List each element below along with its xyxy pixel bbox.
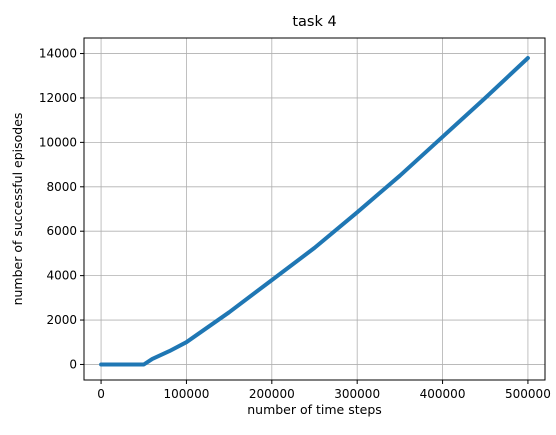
y-tick-label: 2000 (46, 313, 77, 327)
y-tick-label: 4000 (46, 269, 77, 283)
chart-title: task 4 (292, 14, 336, 30)
x-tick-label: 200000 (249, 387, 295, 401)
series-line (99, 56, 530, 367)
y-tick-label: 10000 (39, 135, 77, 149)
x-axis-label: number of time steps (247, 402, 382, 417)
y-tick-label: 14000 (39, 47, 77, 61)
y-tick-label: 6000 (46, 224, 77, 238)
x-tick-label: 0 (97, 387, 105, 401)
series-layer (99, 56, 530, 367)
x-tick-label: 300000 (334, 387, 380, 401)
x-tick-label: 400000 (420, 387, 466, 401)
y-tick-label: 0 (69, 357, 77, 371)
y-tick-label: 8000 (46, 180, 77, 194)
ticks: 0 100000 200000 300000 400000 500000 0 2000 4000… (39, 47, 551, 401)
y-tick-label: 12000 (39, 91, 77, 105)
x-tick-label: 100000 (164, 387, 210, 401)
x-tick-label: 500000 (505, 387, 551, 401)
plot-frame (83, 37, 546, 381)
y-axis-label: number of successful episodes (10, 113, 25, 306)
grid (84, 38, 545, 380)
